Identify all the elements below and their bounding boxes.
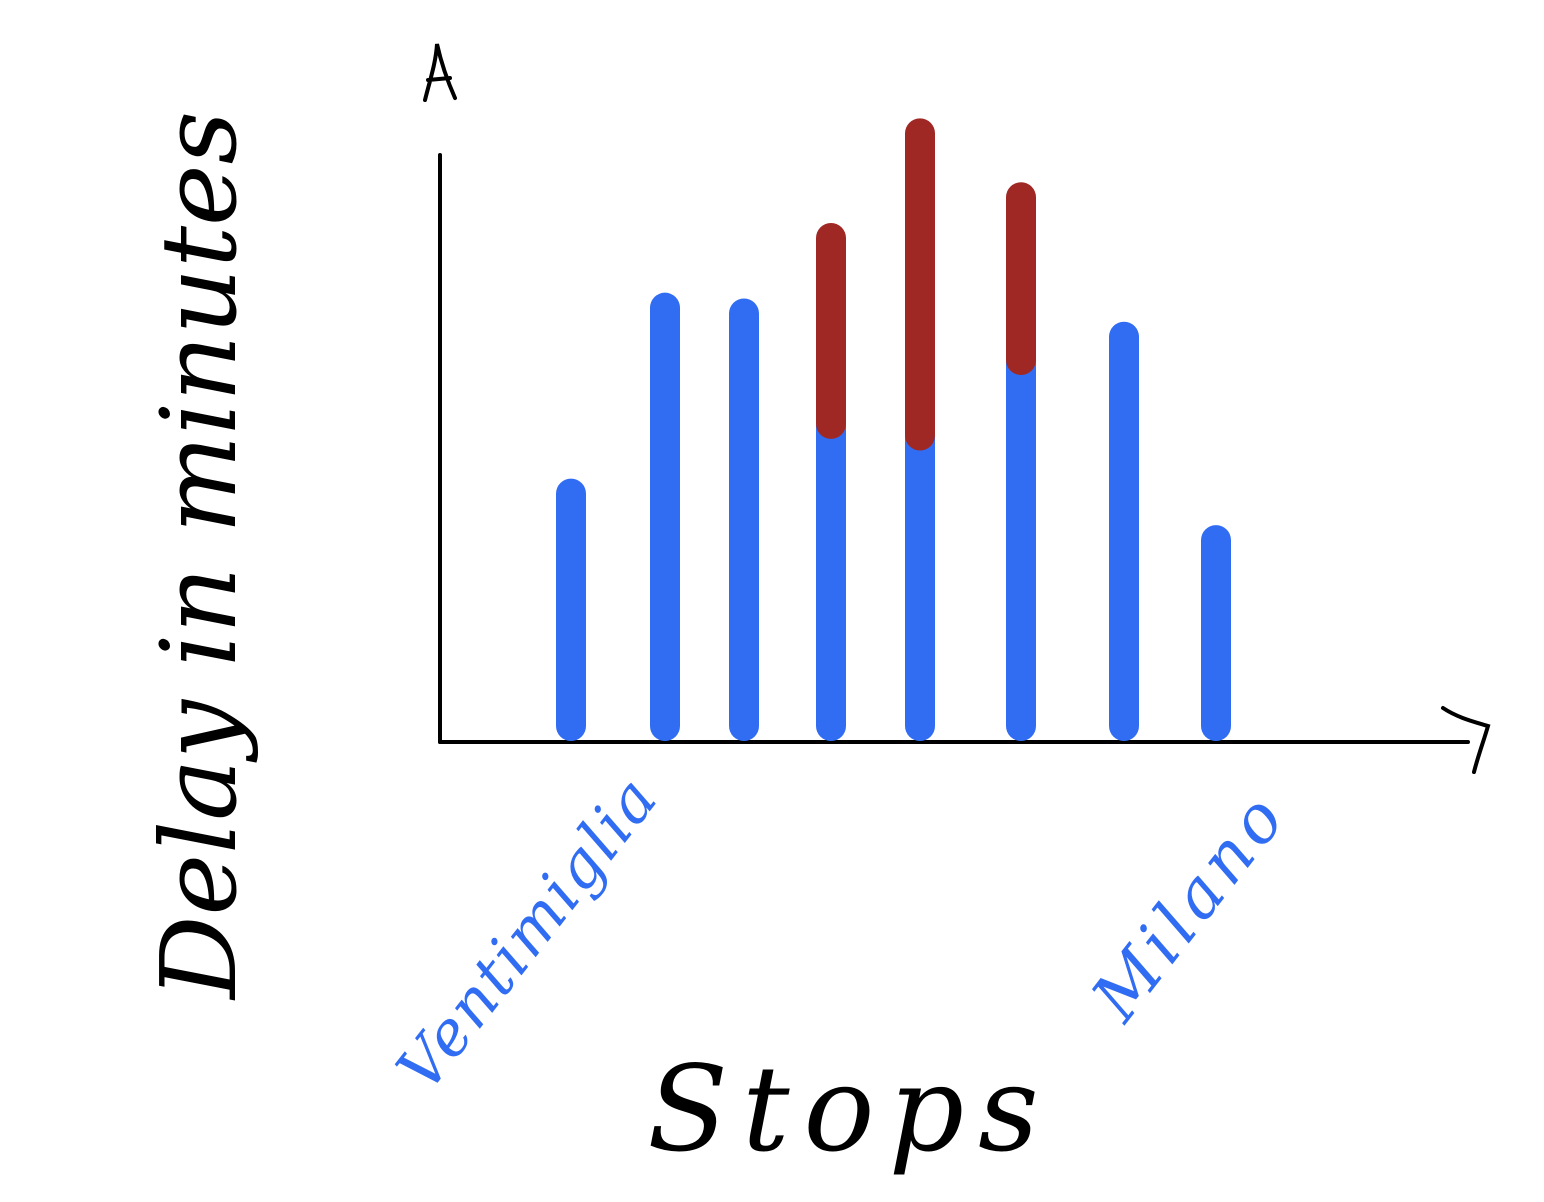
y-axis-title: Delay in minutes (138, 111, 260, 1001)
x-axis-arrow (1441, 706, 1491, 774)
category-label-milano: Milano (1076, 777, 1302, 1036)
chart-axes (423, 43, 1491, 774)
x-axis-title: Stops (647, 1040, 1052, 1178)
category-label-ventimiglia: Ventimiglia (382, 762, 672, 1104)
bars (556, 118, 1231, 741)
y-axis-arrow (423, 43, 457, 102)
